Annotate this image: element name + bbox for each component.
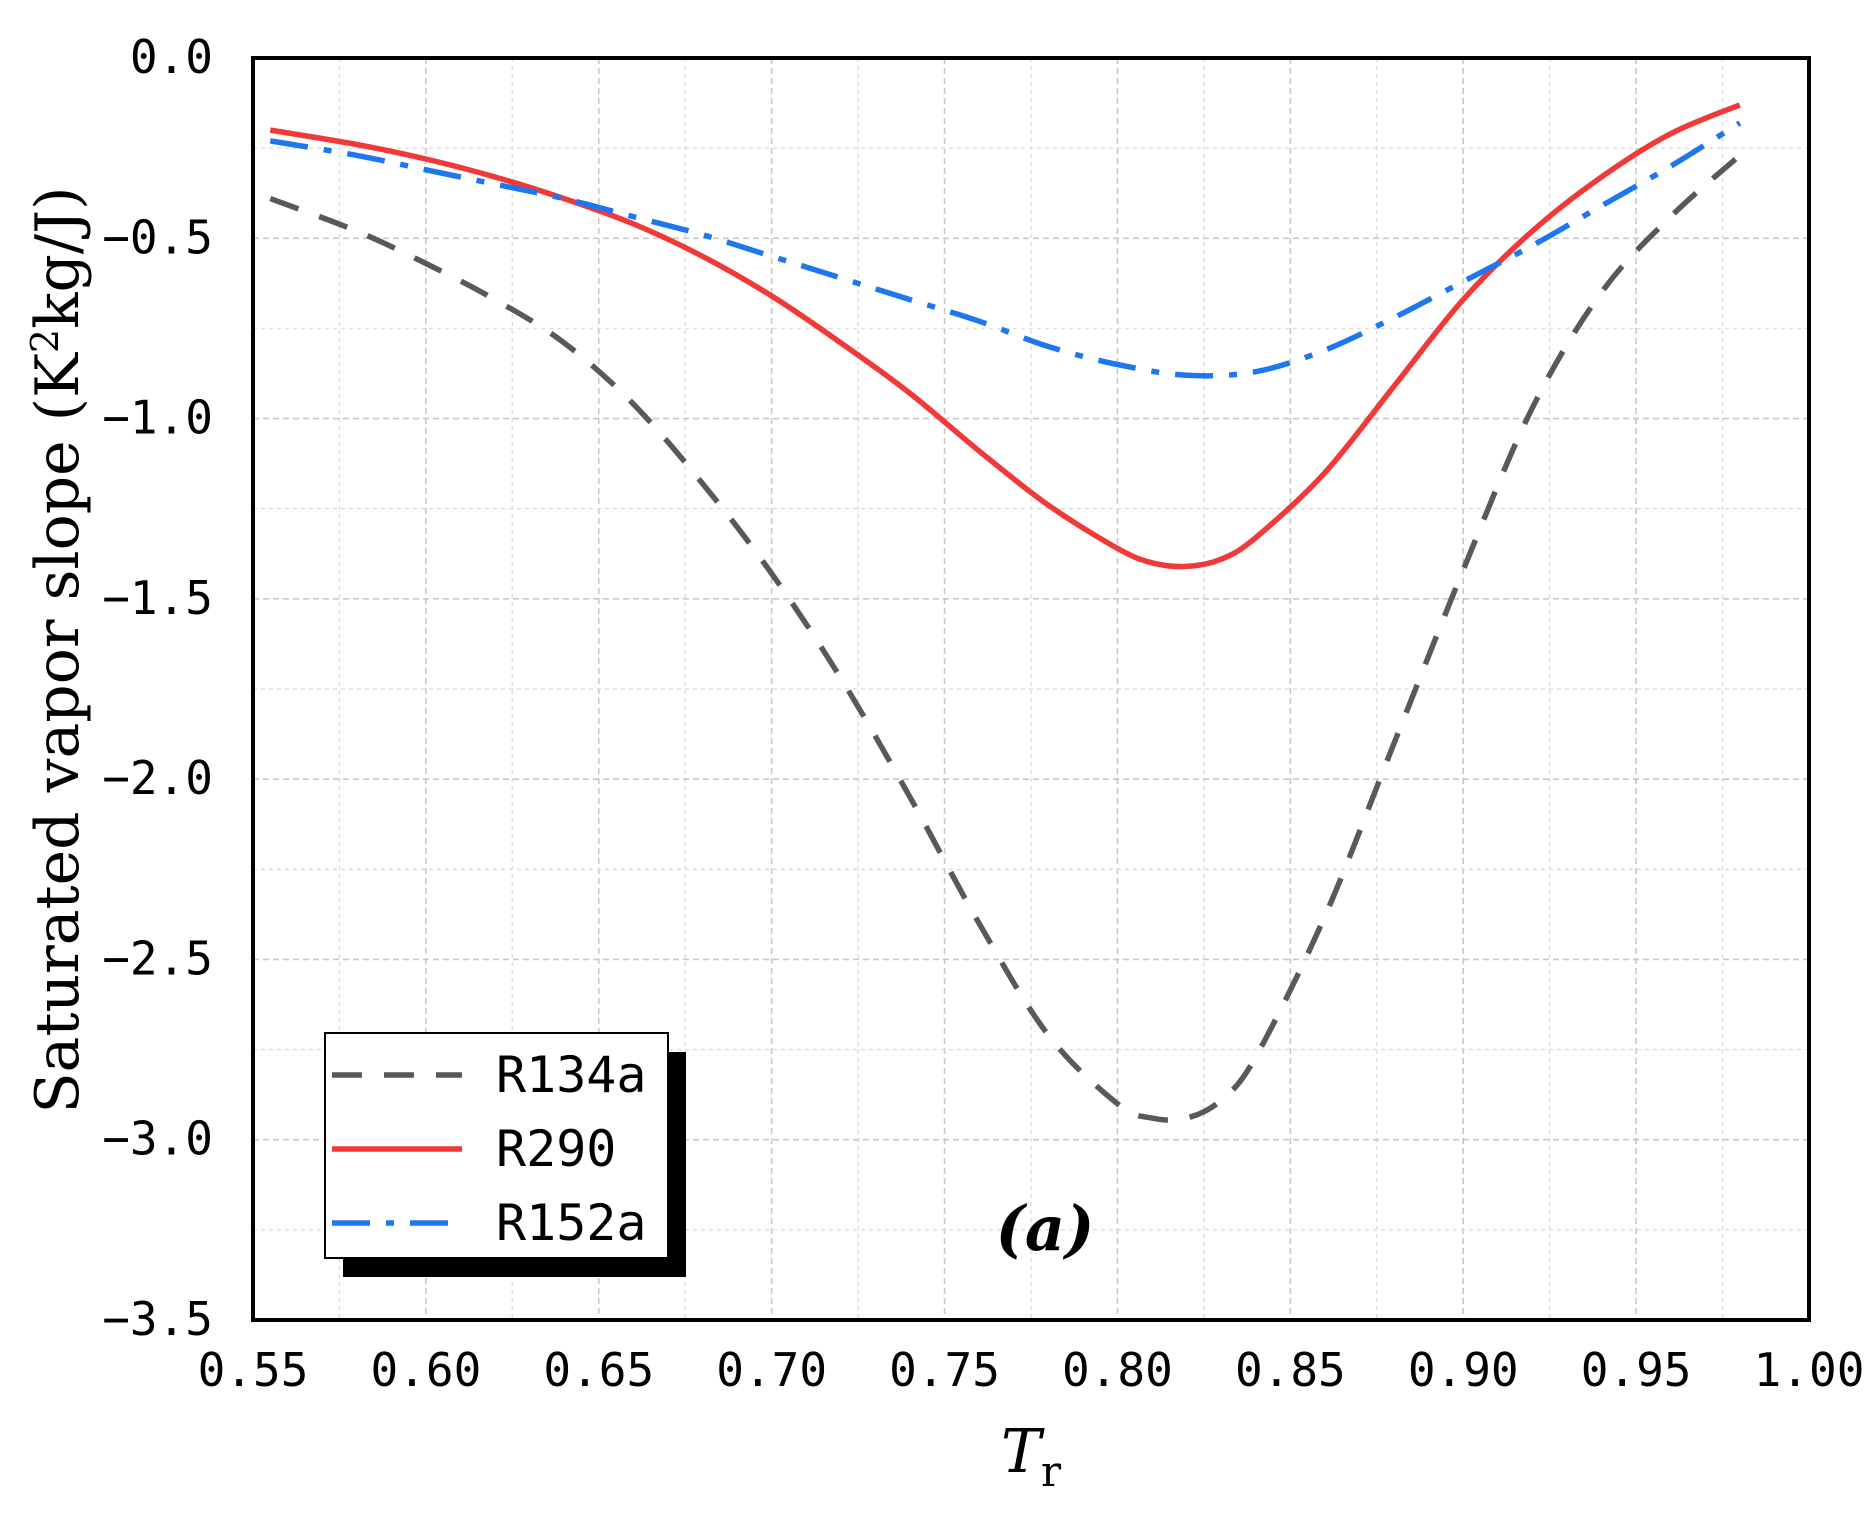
grid xyxy=(253,58,1809,1320)
x-tick-label: 1.00 xyxy=(1754,1343,1865,1397)
x-axis-title-main: T xyxy=(1001,1417,1045,1487)
legend-label-r290: R290 xyxy=(496,1120,616,1178)
legend-items: R134a R290 R152a xyxy=(332,1046,647,1252)
y-tick-label: −1.0 xyxy=(102,391,213,445)
x-tick-label: 0.90 xyxy=(1408,1343,1519,1397)
y-axis-title-main: Saturated vapor slope (K xyxy=(23,352,93,1114)
y-tick-label: −1.5 xyxy=(102,571,213,625)
legend-label-r152a: R152a xyxy=(496,1194,647,1252)
legend-label-r134a: R134a xyxy=(496,1046,647,1104)
y-tick-label: 0.0 xyxy=(130,30,213,84)
y-axis-title: Saturated vapor slope (K2kg/J) xyxy=(23,186,93,1113)
y-tick-labels: 0.0 −0.5 −1.0 −1.5 −2.0 −2.5 −3.0 −3.5 xyxy=(102,30,213,1346)
y-tick-label: −2.0 xyxy=(102,751,213,805)
x-tick-label: 0.95 xyxy=(1581,1343,1692,1397)
y-axis-title-superscript: 2 xyxy=(23,329,67,353)
x-tick-label: 0.60 xyxy=(370,1343,481,1397)
plot-frame xyxy=(251,56,1811,1322)
y-tick-label: −2.5 xyxy=(102,931,213,985)
x-axis-title: Tr xyxy=(1001,1417,1062,1496)
y-axis-title-suffix: kg/J) xyxy=(23,186,93,328)
y-tick-label: −3.0 xyxy=(102,1112,213,1166)
x-tick-label: 0.85 xyxy=(1235,1343,1346,1397)
series-line-r152a xyxy=(269,120,1742,379)
series-line-r134a xyxy=(269,153,1742,1123)
x-tick-label: 0.80 xyxy=(1062,1343,1173,1397)
x-axis-title-subscript: r xyxy=(1041,1447,1062,1496)
x-tick-label: 0.70 xyxy=(716,1343,827,1397)
x-tick-label: 0.55 xyxy=(198,1343,309,1397)
legend: R134a R290 R152a xyxy=(324,1032,686,1277)
y-tick-label: −0.5 xyxy=(102,210,213,264)
x-tick-label: 0.65 xyxy=(543,1343,654,1397)
series-lines xyxy=(269,102,1742,1123)
x-tick-label: 0.75 xyxy=(889,1343,1000,1397)
y-tick-label: −3.5 xyxy=(102,1292,213,1346)
panel-label: (a) xyxy=(996,1192,1095,1265)
x-tick-labels: 0.55 0.60 0.65 0.70 0.75 0.80 0.85 0.90 0.95 1.00 xyxy=(198,1343,1865,1397)
series-line-r290 xyxy=(269,102,1741,570)
legend-box xyxy=(324,1032,669,1259)
